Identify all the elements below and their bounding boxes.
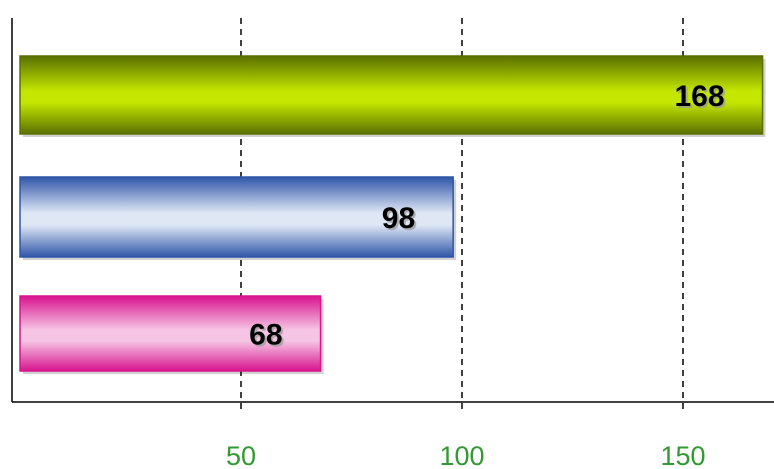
bar-2: [19, 295, 322, 372]
x-tick-label-100: 100: [439, 441, 484, 469]
axes: [11, 18, 774, 403]
data-label-0: 168: [674, 80, 724, 113]
bar-0: [19, 55, 764, 135]
x-tick-label-50: 50: [226, 441, 256, 469]
data-label-1: 98: [382, 202, 415, 235]
bars: [19, 55, 766, 374]
data-label-shadow: 168: [676, 82, 726, 115]
bar-1: [19, 176, 454, 258]
data-label-shadow: 68: [251, 321, 284, 354]
data-label-shadow: 98: [384, 204, 417, 237]
x-tick-label-150: 150: [660, 441, 705, 469]
data-label-2: 68: [249, 319, 282, 352]
